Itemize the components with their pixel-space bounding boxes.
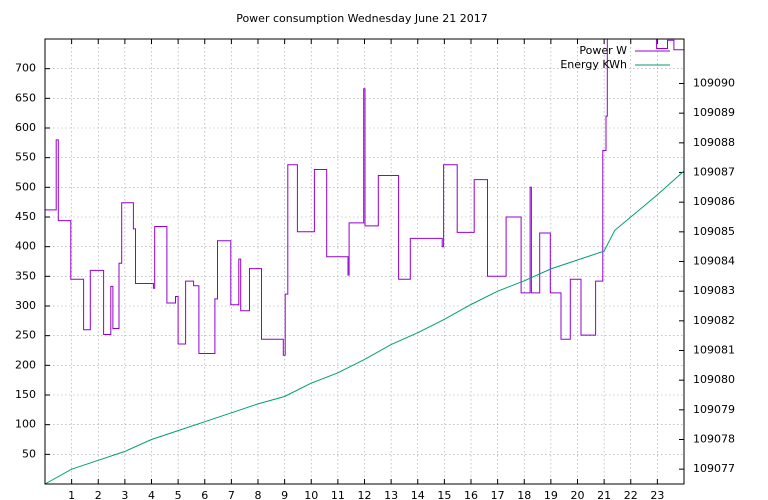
x-tick-label: 10 xyxy=(304,489,318,500)
y-tick-label: 250 xyxy=(15,329,36,342)
y2-tick-label: 109090 xyxy=(693,77,735,90)
y2-tick-label: 109081 xyxy=(693,344,735,357)
x-tick-label: 15 xyxy=(437,489,451,500)
y2-tick-label: 109079 xyxy=(693,403,735,416)
y2-tick-label: 109088 xyxy=(693,136,735,149)
y-tick-label: 550 xyxy=(15,151,36,164)
x-tick-label: 18 xyxy=(517,489,531,500)
x-tick-label: 6 xyxy=(201,489,208,500)
y2-tick-label: 109086 xyxy=(693,195,735,208)
power-w-line xyxy=(45,38,684,356)
y-tick-label: 300 xyxy=(15,299,36,312)
y2-tick-label: 109082 xyxy=(693,314,735,327)
legend-label: Energy KWh xyxy=(560,58,627,71)
x-tick-label: 3 xyxy=(121,489,128,500)
y-tick-label: 200 xyxy=(15,358,36,371)
x-tick-label: 13 xyxy=(384,489,398,500)
y2-tick-label: 109080 xyxy=(693,373,735,386)
y2-tick-label: 109077 xyxy=(693,462,735,475)
x-tick-label: 7 xyxy=(228,489,235,500)
y-tick-label: 50 xyxy=(22,447,36,460)
y-tick-label: 600 xyxy=(15,121,36,134)
y-tick-label: 500 xyxy=(15,180,36,193)
x-tick-label: 23 xyxy=(650,489,664,500)
y-tick-label: 400 xyxy=(15,240,36,253)
x-tick-label: 14 xyxy=(411,489,425,500)
x-tick-label: 2 xyxy=(95,489,102,500)
x-tick-label: 19 xyxy=(544,489,558,500)
y2-tick-label: 109083 xyxy=(693,284,735,297)
y-tick-label: 350 xyxy=(15,269,36,282)
x-tick-label: 8 xyxy=(255,489,262,500)
grid-lines xyxy=(45,39,684,484)
y-tick-label: 700 xyxy=(15,62,36,75)
chart-title: Power consumption Wednesday June 21 2017 xyxy=(236,12,488,25)
x-tick-label: 1 xyxy=(68,489,75,500)
x-tick-label: 5 xyxy=(175,489,182,500)
x-tick-label: 9 xyxy=(281,489,288,500)
x-tick-label: 17 xyxy=(491,489,505,500)
energy-kwh-line xyxy=(44,170,685,485)
plot-frame xyxy=(44,38,685,485)
y-tick-label: 450 xyxy=(15,210,36,223)
series-group xyxy=(44,38,685,485)
y-tick-label: 650 xyxy=(15,91,36,104)
x-tick-label: 4 xyxy=(148,489,155,500)
x-tick-label: 20 xyxy=(571,489,585,500)
y2-tick-label: 109078 xyxy=(693,433,735,446)
x-tick-label: 21 xyxy=(597,489,611,500)
x-tick-label: 22 xyxy=(624,489,638,500)
y2-tick-label: 109085 xyxy=(693,225,735,238)
x-tick-label: 16 xyxy=(464,489,478,500)
x-tick-label: 12 xyxy=(358,489,372,500)
y2-tick-label: 109084 xyxy=(693,255,735,268)
y2-tick-label: 109089 xyxy=(693,106,735,119)
y2-tick-label: 109087 xyxy=(693,166,735,179)
y-tick-label: 150 xyxy=(15,388,36,401)
y-tick-label: 100 xyxy=(15,418,36,431)
x-tick-label: 11 xyxy=(331,489,345,500)
legend-label: Power W xyxy=(579,44,627,57)
axis-ticks: 1 2 3 4 5 6 7 8 9 10 11 12 13 14 15 16 17 18 19 20 21 22 23501… xyxy=(15,39,735,500)
